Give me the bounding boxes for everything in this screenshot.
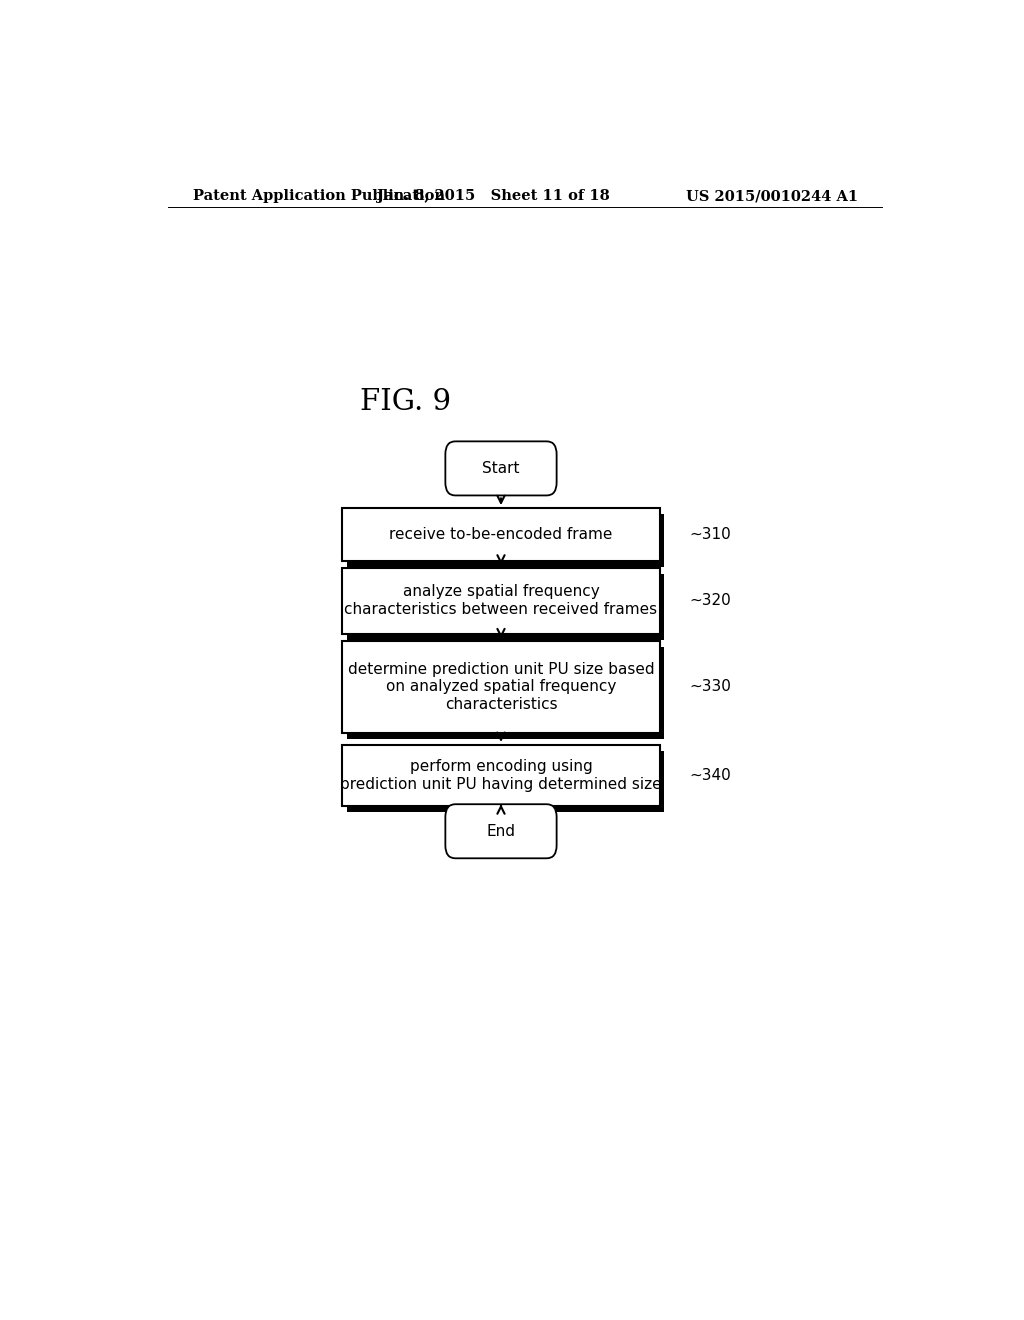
Text: ∼310: ∼310 (690, 527, 731, 543)
FancyBboxPatch shape (445, 441, 557, 495)
Bar (342, 642, 659, 733)
Text: Patent Application Publication: Patent Application Publication (194, 189, 445, 203)
Text: perform encoding using
prediction unit PU having determined size: perform encoding using prediction unit P… (340, 759, 662, 792)
FancyBboxPatch shape (445, 804, 557, 858)
Text: US 2015/0010244 A1: US 2015/0010244 A1 (686, 189, 858, 203)
Text: determine prediction unit PU size based
on analyzed spatial frequency
characteri: determine prediction unit PU size based … (348, 663, 654, 711)
Bar (342, 744, 659, 805)
Bar (347, 647, 665, 739)
Text: analyze spatial frequency
characteristics between received frames: analyze spatial frequency characteristic… (344, 585, 657, 616)
Bar (342, 568, 659, 634)
Text: End: End (486, 824, 515, 838)
Text: ∼340: ∼340 (690, 768, 731, 783)
Bar (342, 508, 659, 561)
Text: ∼320: ∼320 (690, 593, 731, 609)
Text: FIG. 9: FIG. 9 (360, 388, 452, 416)
Text: receive to-be-encoded frame: receive to-be-encoded frame (389, 527, 612, 543)
Bar (347, 515, 665, 568)
Text: Start: Start (482, 461, 520, 477)
Bar (347, 574, 665, 640)
Text: Jan. 8, 2015   Sheet 11 of 18: Jan. 8, 2015 Sheet 11 of 18 (377, 189, 609, 203)
Bar (347, 751, 665, 812)
Text: ∼330: ∼330 (690, 680, 732, 694)
